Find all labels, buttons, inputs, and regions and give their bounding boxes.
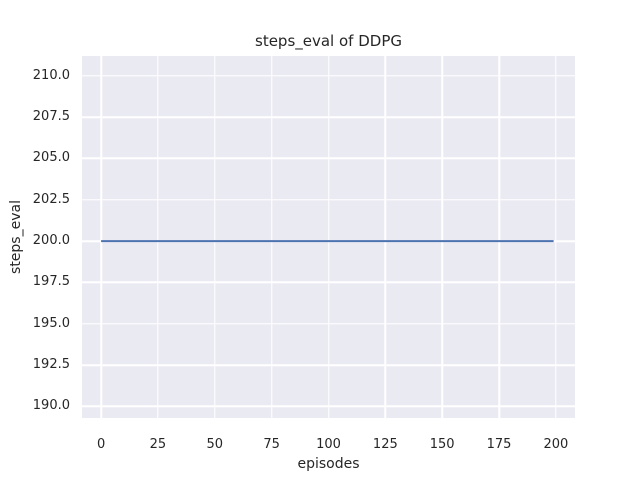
x-tick-label: 125 xyxy=(372,437,398,452)
gridline-vertical xyxy=(214,56,216,418)
gridline-vertical xyxy=(384,56,387,418)
chart-title: steps_eval of DDPG xyxy=(255,32,402,50)
gridline-horizontal xyxy=(82,116,575,118)
y-tick-label: 192.5 xyxy=(32,357,70,373)
gridline-vertical xyxy=(327,56,330,418)
gridline-horizontal xyxy=(82,199,575,201)
x-axis-label: episodes xyxy=(297,456,360,472)
gridline-horizontal xyxy=(82,75,575,77)
plot-area xyxy=(82,56,575,418)
x-tick-label: 150 xyxy=(429,437,455,452)
gridline-vertical xyxy=(441,56,443,418)
y-tick-label: 207.5 xyxy=(32,109,70,125)
x-tick-label: 100 xyxy=(316,437,341,452)
gridline-vertical xyxy=(270,56,273,418)
x-tick-label: 0 xyxy=(96,437,106,452)
gridline-horizontal xyxy=(82,157,575,160)
x-tick-label: 200 xyxy=(543,437,569,452)
gridline-vertical xyxy=(157,56,159,418)
gridline-horizontal xyxy=(82,281,575,284)
y-tick-label: 190.0 xyxy=(32,398,70,414)
x-tick-label: 50 xyxy=(206,437,224,452)
y-tick-label: 200.0 xyxy=(32,233,70,249)
y-tick-label: 205.0 xyxy=(32,150,70,166)
y-tick-label: 197.5 xyxy=(32,274,70,290)
gridline-horizontal xyxy=(82,323,575,325)
x-tick-label: 75 xyxy=(263,437,280,452)
y-tick-label: 195.0 xyxy=(32,315,70,331)
gridline-vertical xyxy=(498,56,500,418)
y-tick-label: 202.5 xyxy=(32,191,70,207)
y-tick-label: 210.0 xyxy=(32,67,70,83)
gridline-vertical xyxy=(555,56,557,418)
x-tick-label: 25 xyxy=(149,437,167,452)
gridline-horizontal xyxy=(82,405,575,408)
x-tick-label: 175 xyxy=(486,437,512,452)
line-series-ddpg xyxy=(101,240,554,243)
gridline-horizontal xyxy=(82,364,575,366)
gridline-vertical xyxy=(100,56,102,418)
